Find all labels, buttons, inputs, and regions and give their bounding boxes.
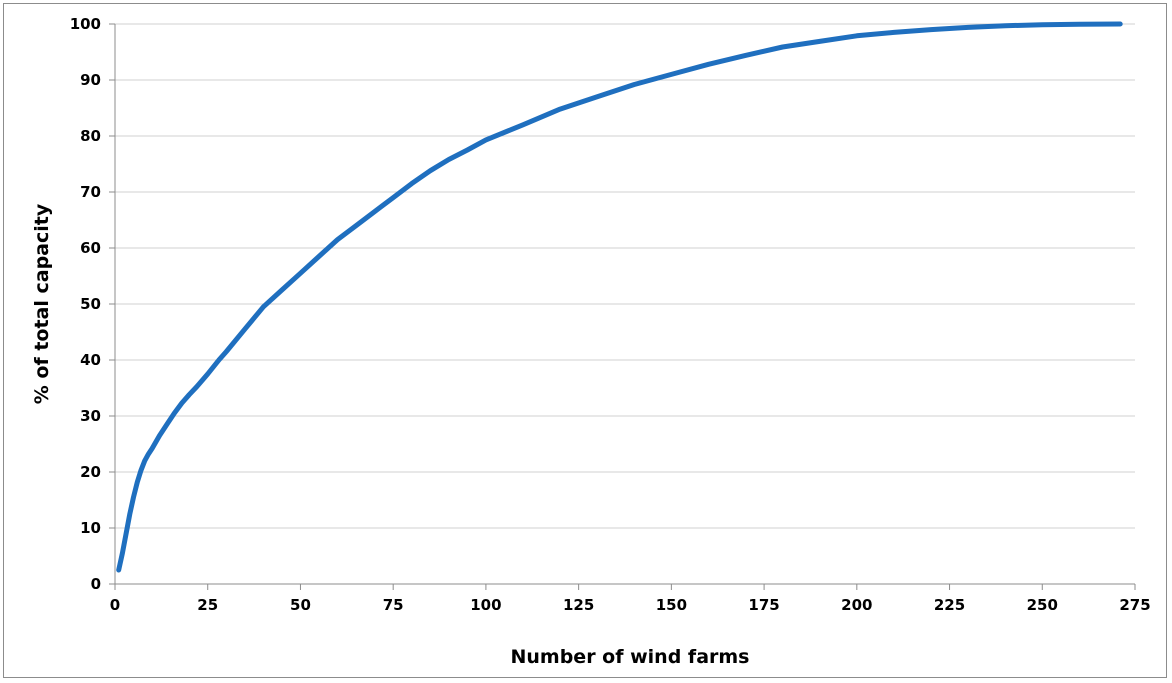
series-line-0 xyxy=(116,21,1123,573)
axes xyxy=(109,23,1136,590)
x-tick-label: 25 xyxy=(197,596,218,614)
x-tick-label: 175 xyxy=(748,596,779,614)
x-tick-labels: 0 25 50 75 100 125 150 175 200 225 250 275 xyxy=(110,596,1151,614)
gridlines xyxy=(115,23,1135,529)
x-tick-label: 250 xyxy=(1027,596,1058,614)
y-tick-label: 90 xyxy=(80,71,101,89)
x-tick-label: 100 xyxy=(470,596,501,614)
y-tick-label: 100 xyxy=(70,15,101,33)
y-tick-label: 80 xyxy=(80,127,101,145)
x-tick-label: 0 xyxy=(110,596,120,614)
x-tick-label: 50 xyxy=(290,596,311,614)
x-tick-label: 75 xyxy=(383,596,404,614)
x-tick-label: 225 xyxy=(934,596,965,614)
y-tick-label: 60 xyxy=(80,239,101,257)
y-tick-label: 0 xyxy=(91,575,101,593)
y-axis-title: % of total capacity xyxy=(31,203,53,404)
y-tick-label: 70 xyxy=(80,183,101,201)
x-tick-label: 125 xyxy=(563,596,594,614)
x-tick-label: 150 xyxy=(656,596,687,614)
x-axis-title: Number of wind farms xyxy=(510,646,749,668)
y-tick-label: 30 xyxy=(80,407,101,425)
y-tick-labels: 0 10 20 30 40 50 60 70 80 90 100 xyxy=(70,15,101,593)
x-tick-label: 275 xyxy=(1119,596,1150,614)
y-tick-label: 10 xyxy=(80,519,101,537)
y-tick-label: 40 xyxy=(80,351,101,369)
series-lines xyxy=(116,21,1123,573)
y-tick-label: 50 xyxy=(80,295,101,313)
y-tick-label: 20 xyxy=(80,463,101,481)
chart-frame xyxy=(3,3,1167,678)
x-tick-label: 200 xyxy=(841,596,872,614)
